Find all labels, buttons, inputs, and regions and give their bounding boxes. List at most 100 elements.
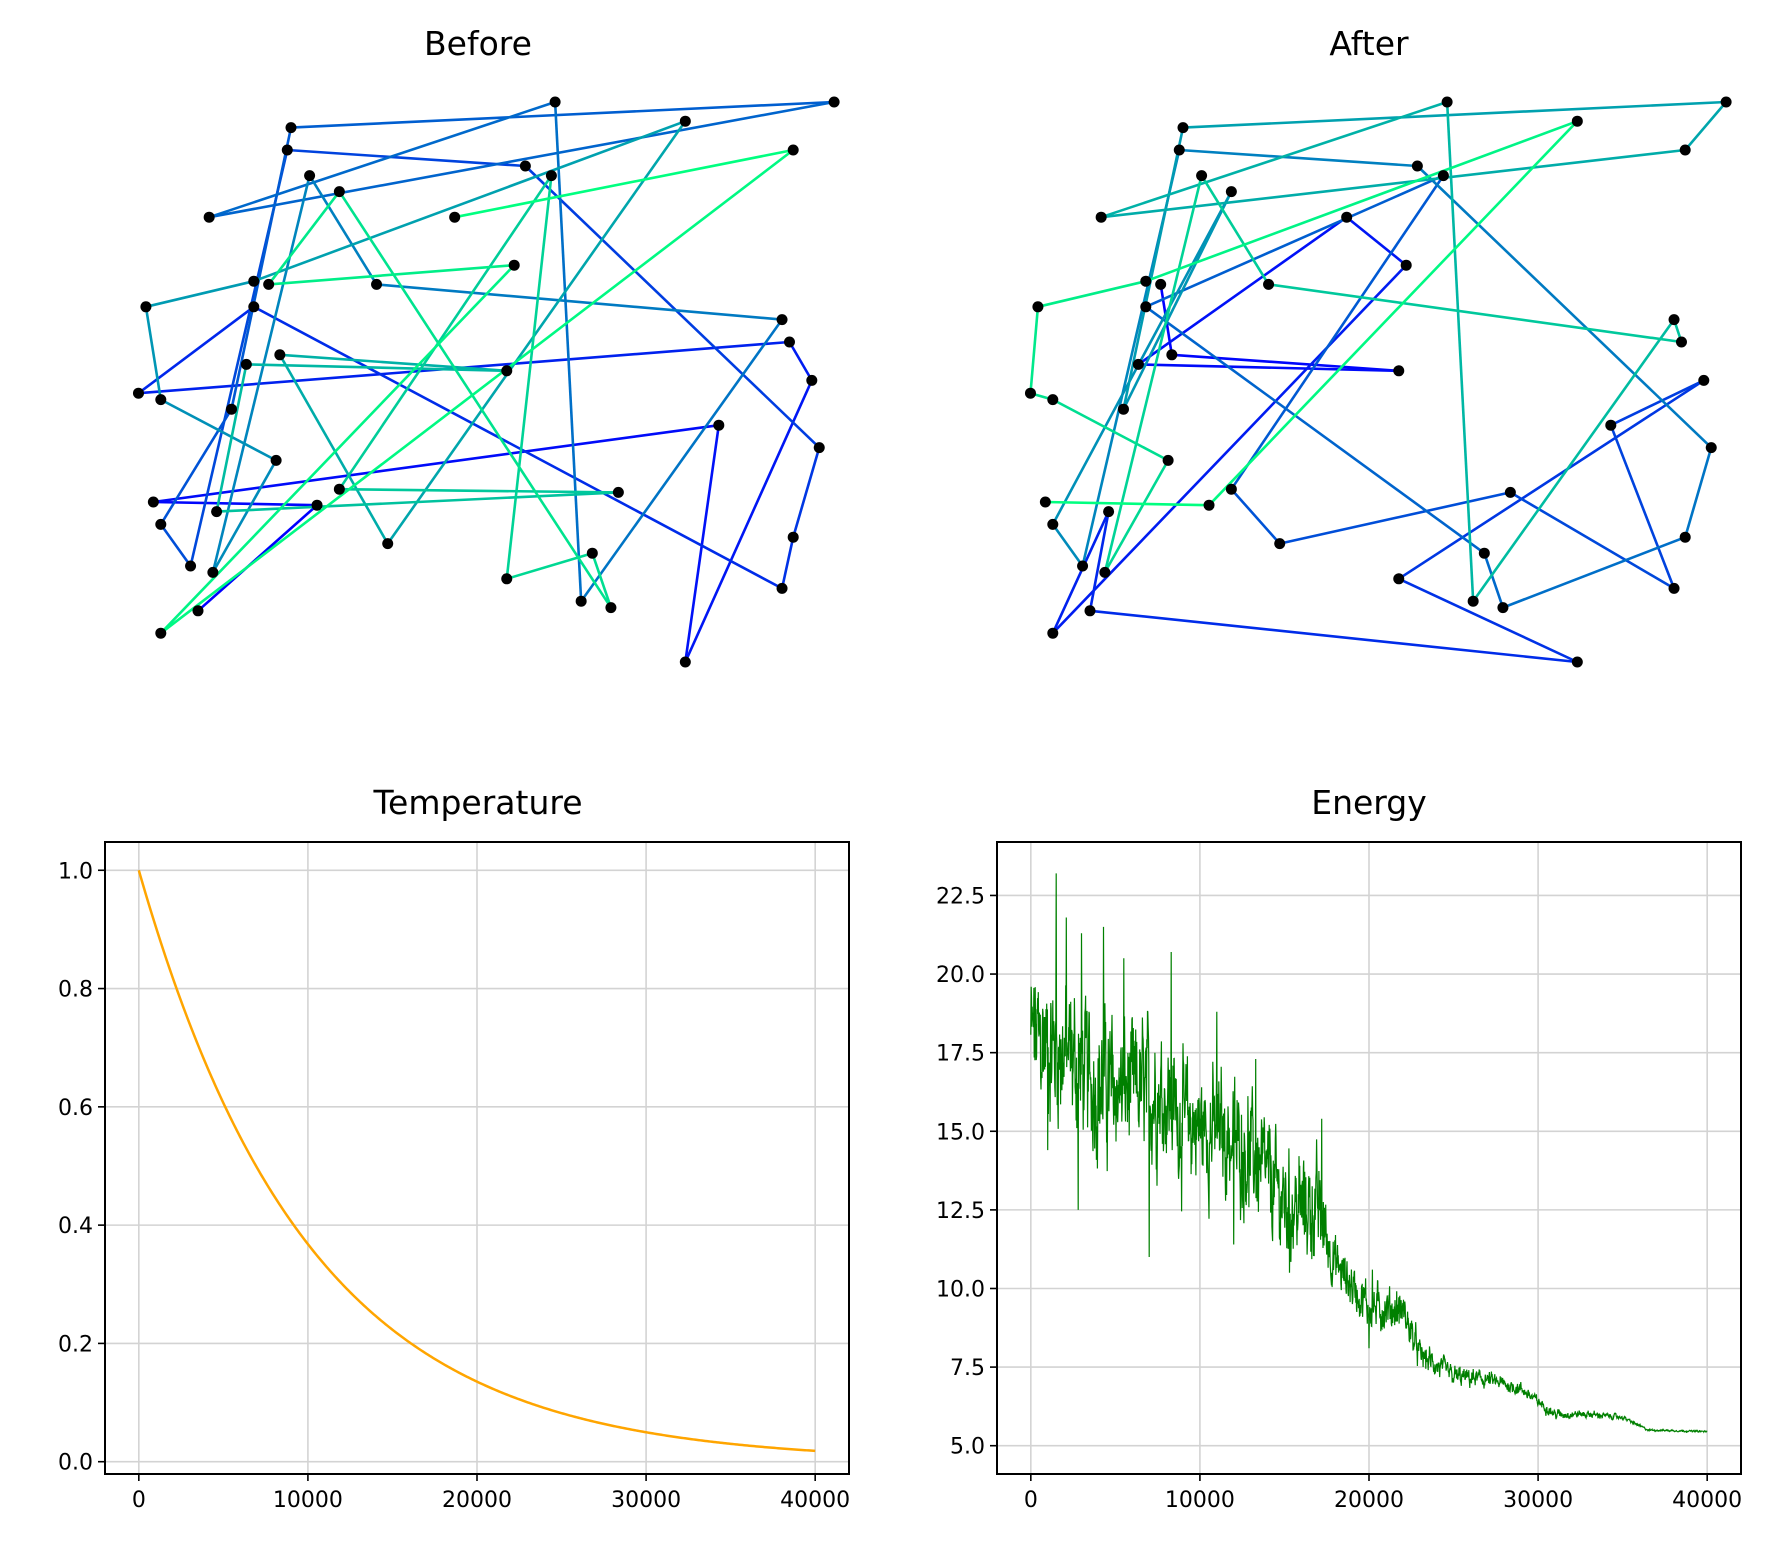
y-tick-label: 17.5 <box>936 1042 985 1067</box>
energy-grid <box>997 842 1741 1474</box>
route-segment <box>1137 216 1348 366</box>
city-point <box>1679 144 1691 156</box>
city-point <box>813 442 825 454</box>
y-tick-label: 5.0 <box>950 1435 985 1460</box>
city-point <box>1705 442 1717 454</box>
city-point <box>1698 374 1710 386</box>
route-segment <box>1145 305 1486 555</box>
city-point <box>1393 573 1405 585</box>
route-segment <box>505 175 553 579</box>
city-point <box>1117 403 1129 415</box>
route-segment <box>253 119 686 283</box>
route-segment <box>1208 120 1579 507</box>
route-segment <box>454 148 794 219</box>
before-panel: Before <box>132 24 840 668</box>
route-segment <box>1472 318 1676 602</box>
city-point <box>586 547 598 559</box>
city-point <box>1047 518 1059 530</box>
x-tick-label: 0 <box>1024 1488 1038 1513</box>
city-point <box>1675 336 1687 348</box>
city-point <box>1039 496 1051 508</box>
city-point <box>1393 365 1405 377</box>
route-segment <box>1122 191 1233 410</box>
y-tick-label: 0.4 <box>58 1214 93 1239</box>
route-segment <box>211 459 278 574</box>
city-point <box>225 403 237 415</box>
route-segment <box>1051 264 1408 635</box>
city-point <box>1679 531 1691 543</box>
route-segment <box>159 523 192 567</box>
city-point <box>155 627 167 639</box>
after-panel: After <box>1024 24 1732 668</box>
route-segment <box>145 279 255 309</box>
route-segment <box>1200 174 1270 286</box>
x-tick-label: 10000 <box>273 1488 343 1513</box>
x-tick-label: 0 <box>132 1488 146 1513</box>
city-point <box>1605 419 1617 431</box>
route-segment <box>1398 577 1578 664</box>
y-tick-label: 20.0 <box>936 963 985 988</box>
route-segment <box>144 306 163 400</box>
route-segment <box>216 491 619 513</box>
city-point <box>1437 170 1449 182</box>
route-segment <box>253 305 783 590</box>
city-point <box>787 531 799 543</box>
y-tick-label: 1.0 <box>58 859 93 884</box>
city-point <box>1263 278 1275 290</box>
route-segment <box>1145 119 1578 283</box>
city-point <box>1173 144 1185 156</box>
city-point <box>713 419 725 431</box>
city-point <box>787 144 799 156</box>
city-point <box>270 454 282 466</box>
city-point <box>1084 605 1096 617</box>
x-tick-label: 30000 <box>611 1488 681 1513</box>
x-tick-label: 40000 <box>1672 1488 1742 1513</box>
route-segment <box>780 536 795 589</box>
x-tick-label: 30000 <box>1503 1488 1573 1513</box>
route-segment <box>208 100 835 219</box>
city-point <box>776 314 788 326</box>
city-point <box>1441 96 1453 108</box>
temperature-ticks: 0 10000 20000 30000 40000 0.0 0.2 0.4 0.6 0.8 1.0 <box>58 859 850 1513</box>
route-segment <box>1683 447 1713 538</box>
city-point <box>1177 122 1189 134</box>
city-point <box>1225 186 1237 198</box>
route-segment <box>1029 306 1040 394</box>
temperature-panel: Temperature 0 10000 20000 30000 400000.00.20… <box>58 783 850 1513</box>
city-point <box>776 582 788 594</box>
route-segment <box>268 263 515 286</box>
city-point <box>1478 547 1490 559</box>
city-point <box>140 301 152 313</box>
city-point <box>508 259 520 271</box>
city-point <box>155 394 167 406</box>
city-point <box>1140 301 1152 313</box>
route-segment <box>1684 101 1728 151</box>
temperature-line <box>137 869 816 1453</box>
city-point <box>519 160 531 172</box>
energy-line <box>1030 873 1708 1434</box>
city-point <box>211 506 223 518</box>
route-segment <box>1051 511 1110 634</box>
y-tick-label: 0.0 <box>58 1451 93 1476</box>
route-segment <box>287 148 526 168</box>
route-segment <box>553 101 583 602</box>
route-segment <box>1103 175 1203 573</box>
city-point <box>382 538 394 550</box>
route-segment <box>1398 379 1705 580</box>
route-segment <box>591 552 613 609</box>
route-segment <box>1045 500 1210 507</box>
city-point <box>605 602 617 614</box>
route-segment <box>153 500 318 507</box>
route-segment <box>1230 488 1281 545</box>
city-point <box>1103 506 1115 518</box>
y-tick-label: 0.8 <box>58 978 93 1003</box>
city-point <box>1274 538 1286 550</box>
city-point <box>1162 454 1174 466</box>
route-segment <box>1052 398 1169 462</box>
city-point <box>549 96 561 108</box>
route-segment <box>1089 609 1578 664</box>
route-segment <box>1609 424 1676 589</box>
city-point <box>192 605 204 617</box>
route-segment <box>159 408 233 526</box>
